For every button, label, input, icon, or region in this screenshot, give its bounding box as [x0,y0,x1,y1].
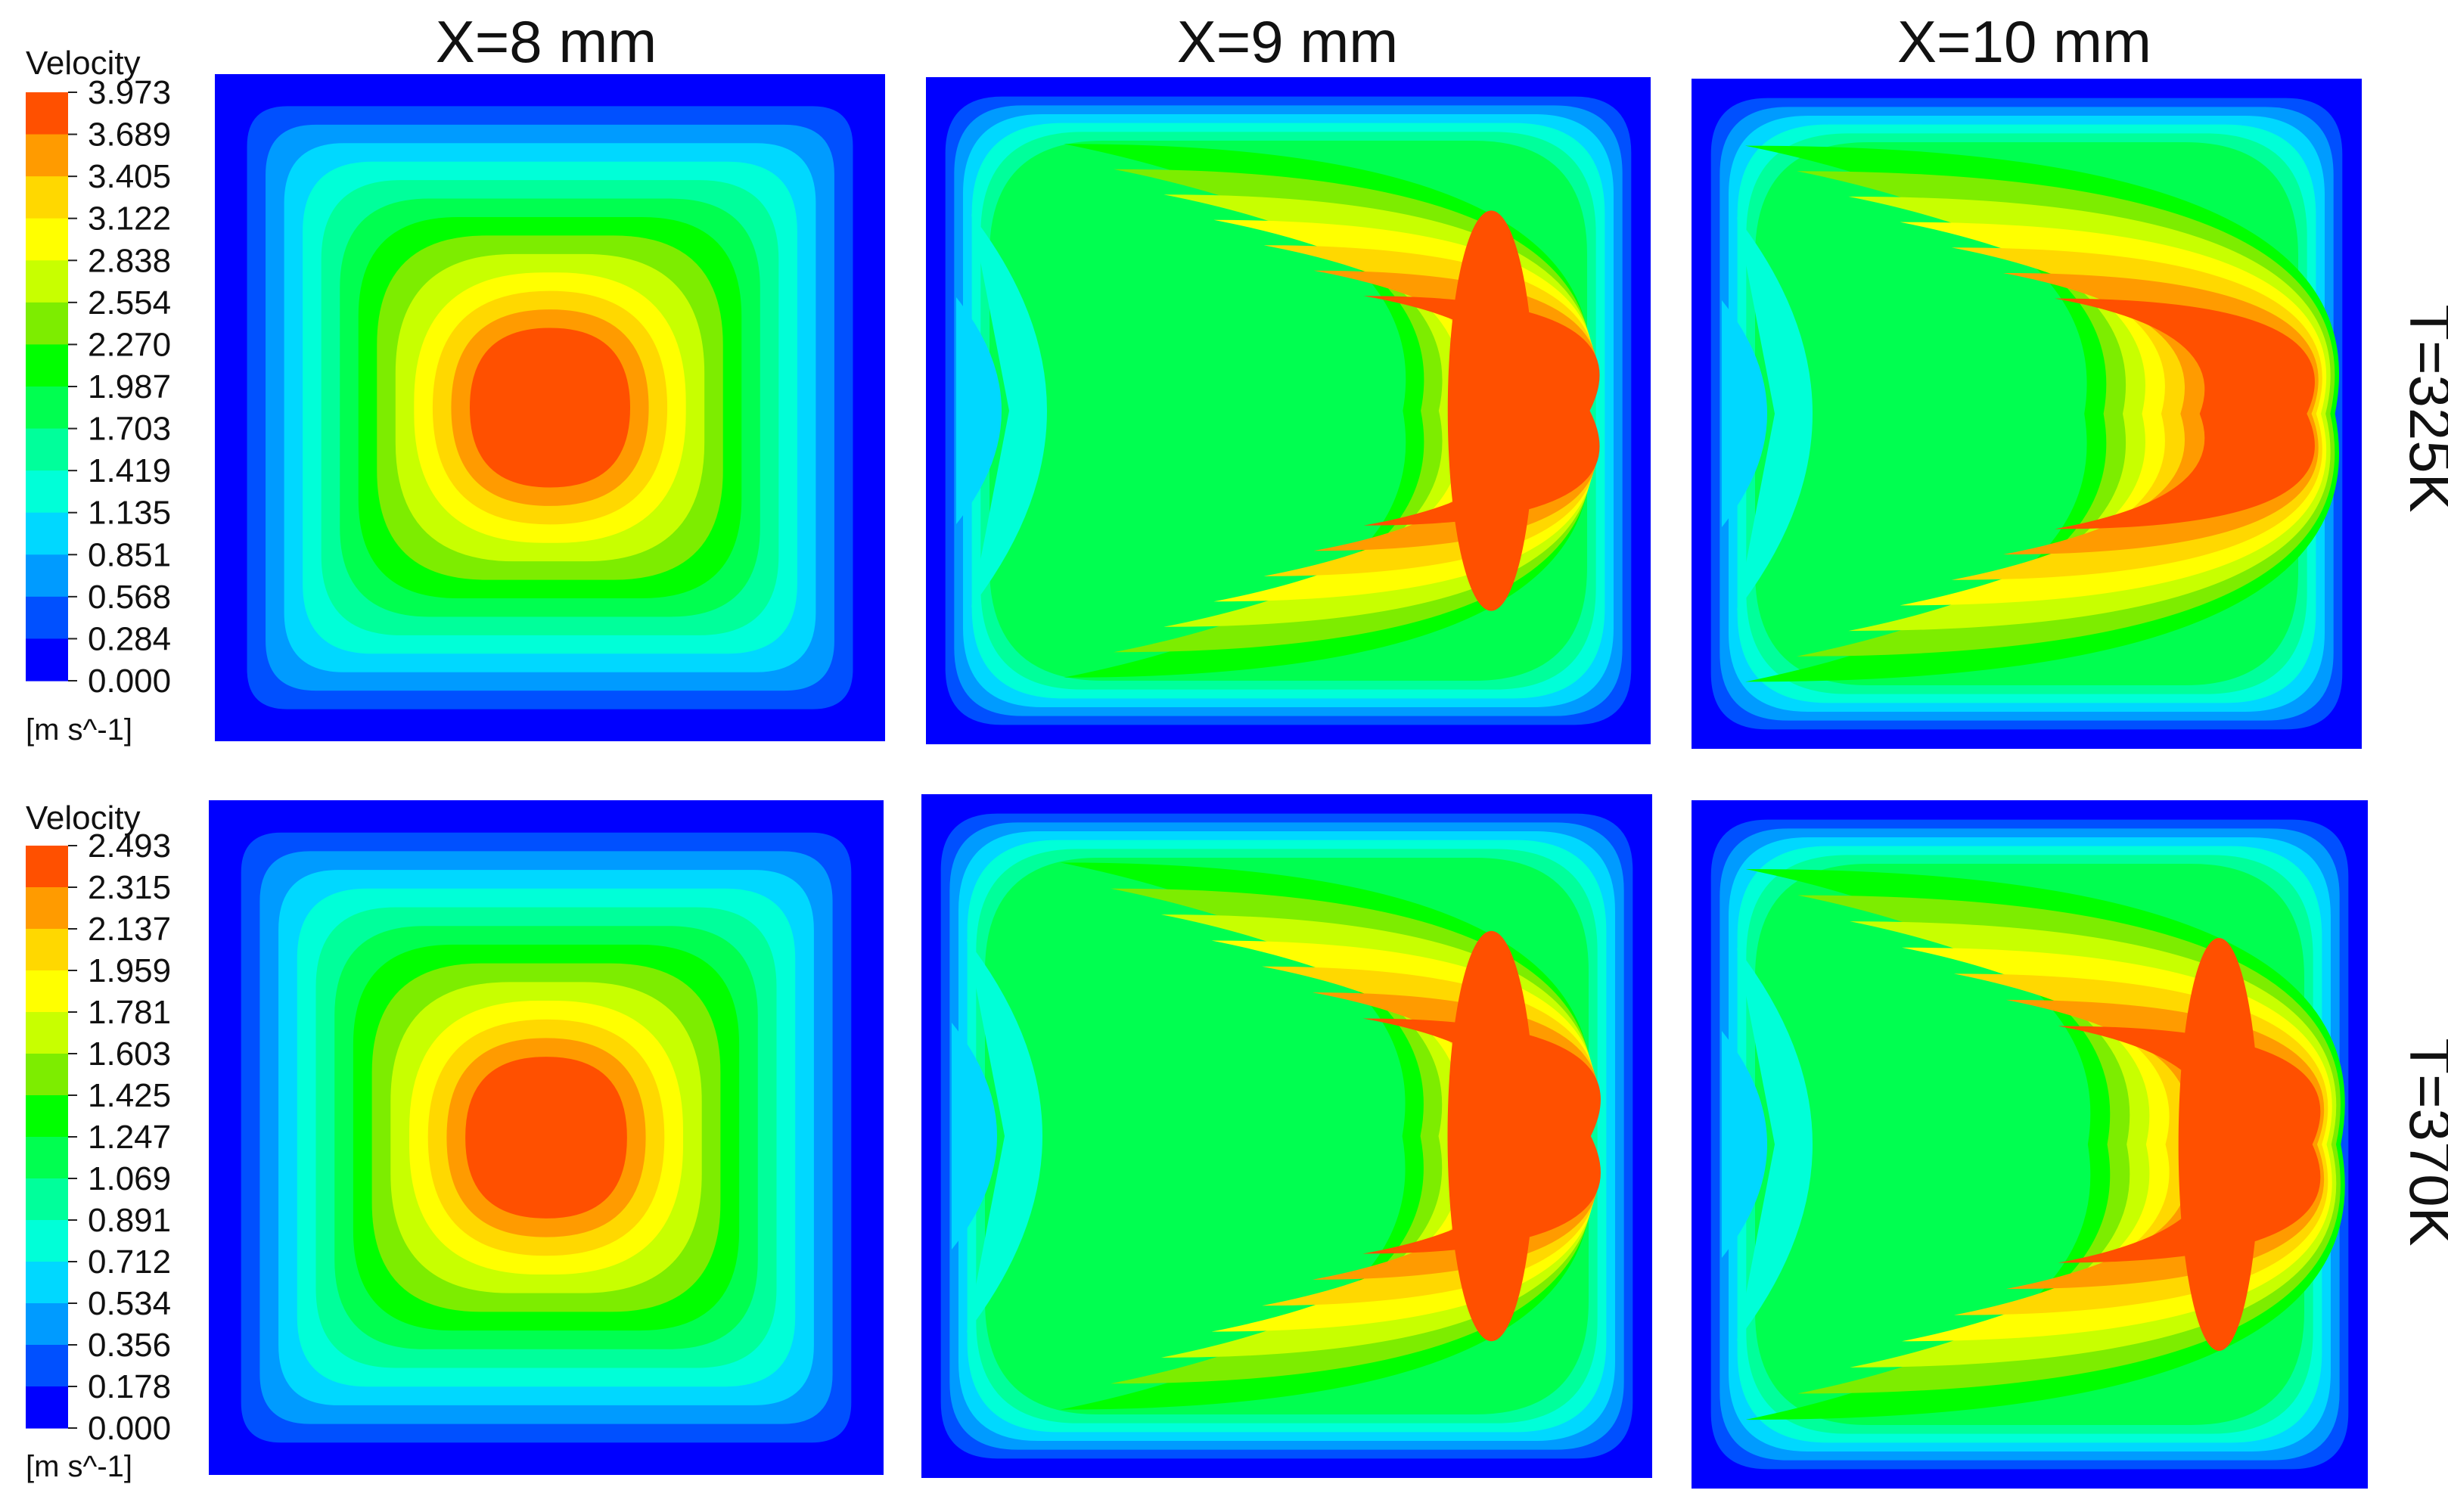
colorbar-tick-label: 1.987 [88,368,171,405]
colorbar-tick-label: 1.135 [88,495,171,532]
colorbar-segment [26,1386,68,1429]
row-title-t325: T=325K [2397,304,2448,512]
colorbar-tick-label: 2.270 [88,326,171,363]
colorbar-tick-label: 1.425 [88,1077,171,1114]
colorbar-segment [26,1054,68,1096]
colorbar-tick-label: 0.356 [88,1327,171,1364]
colorbar [26,92,68,681]
colorbar-segment [26,1303,68,1346]
contour-band [1447,210,1535,611]
contour-band [952,1023,997,1250]
column-title-x10: X=10 mm [1897,8,2151,75]
colorbar-tick-label: 0.568 [88,579,171,616]
contour-band [1722,1031,1767,1258]
colorbar-segment [26,887,68,930]
colorbar-segment [26,638,68,681]
contour-band [465,1057,627,1219]
colorbar-tick-label: 1.419 [88,452,171,489]
contour-panel-t370-x10 [1692,800,2368,1489]
colorbar-tick-label: 0.000 [88,1410,171,1447]
colorbar-segment [26,596,68,640]
colorbar-tick-label: 1.247 [88,1119,171,1156]
colorbar-segment [26,1178,68,1221]
contour-band [1722,300,1767,527]
colorbar-tick-label: 2.137 [88,911,171,948]
colorbar-segment [26,92,68,135]
colorbar-segment [26,218,68,261]
colorbar-segment [26,176,68,219]
colorbar-tick-label: 0.284 [88,620,171,657]
colorbar-segment [26,1220,68,1262]
colorbar-legend-t325: Velocity 3.973 3.689 3.405 3.122 2.838 2.554 2… [26,45,171,747]
colorbar-segment [26,302,68,346]
legend-unit: [m s^-1] [26,713,132,747]
colorbar-segment [26,428,68,471]
contour-band [1363,296,1600,526]
colorbar-tick-label: 1.069 [88,1160,171,1197]
colorbar-segment [26,970,68,1013]
colorbar-tick-label: 0.000 [88,663,171,700]
colorbar-tick-label: 2.315 [88,869,171,906]
colorbar-segment [26,470,68,514]
colorbar-tick-label: 1.603 [88,1035,171,1073]
legend-title: Velocity [26,799,141,837]
colorbar-segment [26,1095,68,1138]
colorbar-tick-label: 0.891 [88,1202,171,1239]
colorbar-tick-label: 3.405 [88,158,171,195]
contour-band [1362,1018,1601,1254]
colorbar-segment [26,260,68,303]
colorbar-tick-label: 3.689 [88,116,171,154]
colorbar-tick-label: 1.781 [88,994,171,1031]
colorbar-segment [26,554,68,598]
colorbar-segment [26,1012,68,1054]
legend-title: Velocity [26,45,141,82]
colorbar-tick-label: 2.554 [88,284,171,321]
colorbar-tick-label: 0.851 [88,536,171,573]
contour-band [2055,298,2315,529]
colorbar-tick-label: 2.493 [88,827,171,865]
colorbar-segment [26,387,68,430]
colorbar-tick-label: 0.178 [88,1368,171,1405]
column-title-x8: X=8 mm [436,8,657,75]
contour-band [1447,930,1536,1342]
colorbar-segment [26,1137,68,1179]
contour-band [956,297,1002,524]
colorbar-segment [26,846,68,888]
colorbar-segment [26,1262,68,1304]
colorbar-tick-label: 0.712 [88,1243,171,1281]
contour-panel-t325-x9 [926,77,1651,744]
contour-band [469,328,631,488]
contour-band [1737,217,1813,610]
contour-band [2178,938,2260,1351]
colorbar-segment [26,1345,68,1387]
colorbar-tick-label: 3.122 [88,200,171,238]
colorbar-ticks: 2.493 2.315 2.137 1.959 1.781 1.603 1.425 1.247… [68,827,171,1447]
colorbar-tick-label: 0.534 [88,1285,171,1322]
colorbar-tick-label: 3.973 [88,74,171,111]
contour-panel-t325-x8 [215,74,885,741]
colorbar-tick-label: 1.959 [88,952,171,989]
contour-panel-t325-x10 [1692,79,2362,749]
colorbar-segment [26,512,68,555]
column-title-x9: X=9 mm [1177,8,1399,75]
contour-panel-t370-x8 [209,800,884,1475]
row-title-t370: T=370K [2397,1038,2448,1246]
contour-band [967,939,1042,1333]
contour-panel-t370-x9 [921,794,1652,1478]
colorbar-tick-label: 1.703 [88,411,171,448]
colorbar-segment [26,929,68,971]
contour-band [1737,948,1813,1341]
colorbar-legend-t370: Velocity 2.493 2.315 2.137 1.959 1.781 1.603 1… [26,799,171,1483]
colorbar-segment [26,344,68,387]
colorbar-ticks: 3.973 3.689 3.405 3.122 2.838 2.554 2.270 1.987… [68,74,171,700]
colorbar-tick-label: 2.838 [88,242,171,279]
colorbar-segment [26,134,68,177]
contour-band [971,214,1047,607]
colorbar [26,846,68,1429]
legend-unit: [m s^-1] [26,1450,132,1483]
